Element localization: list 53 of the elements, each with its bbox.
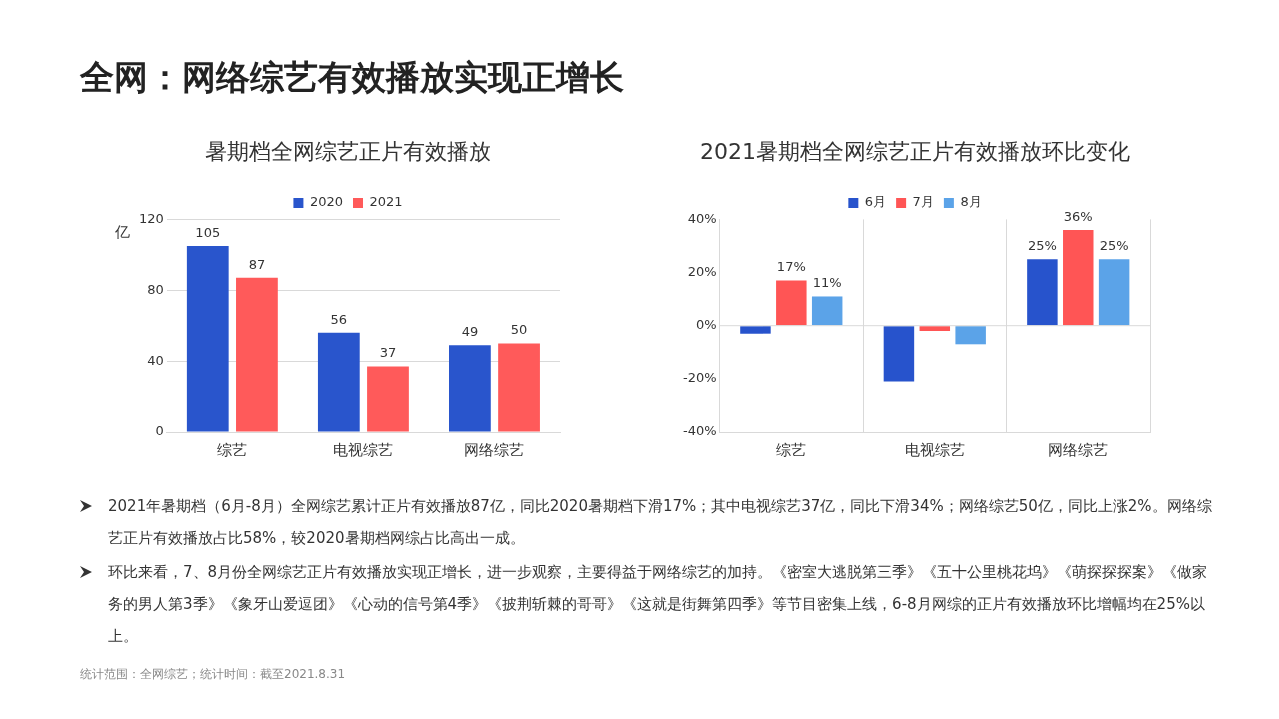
bar: [1027, 259, 1058, 326]
x-tick-label: 综艺: [217, 440, 248, 459]
data-label: 49: [461, 324, 479, 340]
legend-label: 8月: [960, 194, 982, 210]
chart-title: 2021暑期档全网综艺正片有效播放环比变化: [700, 138, 1130, 164]
y-tick-label: 0: [155, 423, 164, 439]
y-tick-label: 40: [147, 352, 164, 368]
legend-label: 6月: [864, 194, 887, 210]
data-label: 25%: [1027, 238, 1057, 254]
data-label: 36%: [1063, 208, 1093, 224]
x-tick-label: 综艺: [776, 440, 807, 459]
bar: [955, 326, 986, 345]
data-label: 25%: [1099, 238, 1129, 254]
x-tick-label: 网络综艺: [464, 440, 525, 459]
bar: [498, 343, 540, 432]
legend-label: 2021: [369, 194, 403, 210]
x-tick-label: 网络综艺: [1048, 440, 1109, 459]
bar: [811, 296, 843, 326]
y-tick-label: -40%: [682, 423, 717, 439]
bar: [317, 332, 360, 432]
text: 全网：网络综艺有效播放实现正增长: [80, 56, 625, 99]
y-tick-label: 0%: [695, 317, 717, 333]
bar: [776, 280, 807, 326]
data-label: 11%: [812, 275, 842, 291]
y-tick-label: -20%: [682, 370, 717, 386]
bar: [1063, 230, 1094, 326]
bar: [236, 277, 278, 432]
data-label: 17%: [776, 259, 806, 275]
data-label: 37: [379, 345, 397, 361]
data-label: 56: [330, 311, 348, 327]
y-tick-label: 40%: [687, 210, 717, 226]
y-tick-label: 20%: [687, 263, 717, 279]
bar: [367, 366, 409, 432]
y-tick-label: 80: [147, 281, 164, 297]
bar: [740, 326, 771, 334]
chart-title: 暑期档全网综艺正片有效播放: [205, 138, 491, 164]
y-axis-title: 亿: [114, 223, 130, 242]
bar: [1098, 259, 1130, 326]
data-label: 50: [510, 322, 528, 338]
bar: [919, 326, 951, 332]
data-label: 105: [195, 224, 221, 240]
data-label: 87: [248, 256, 266, 272]
text: 统计范围：全网综艺；统计时间：截至2021.8.31: [80, 666, 347, 683]
text: 2021年暑期档（6月-8月）全网综艺累计正片有效播放87亿，同比2020暑期档下滑17%；其中电视综艺37亿，同比下滑34%；网络综艺50亿，同比上涨2%。网络综艺正片有效播放占比58%，较2020暑期档网综占比高出一成。: [108, 496, 1213, 549]
text: 环比来看，7、8月份全网综艺正片有效播放实现正增长，进一步观察，主要得益于网络综艺的加持。《密室大逃脱第三季》《五十公里桃花坞》《萌探探探案》《做家务的男人第3季》《象牙山爱逗团》《心动的信号第4季》《披荆斩棘的哥哥》《这就是街舞第四季》等节目密集上线，6-8月网综的正片有效播放环比增幅均在25%以上。: [108, 562, 1209, 647]
x-tick-label: 电视综艺: [904, 440, 965, 459]
bar: [449, 345, 491, 432]
bar: [883, 326, 915, 382]
y-tick-label: 120: [138, 210, 164, 226]
bar: [186, 245, 229, 432]
legend-label: 2020: [309, 194, 344, 210]
x-tick-label: 电视综艺: [333, 440, 394, 459]
legend-label: 7月: [912, 194, 934, 210]
